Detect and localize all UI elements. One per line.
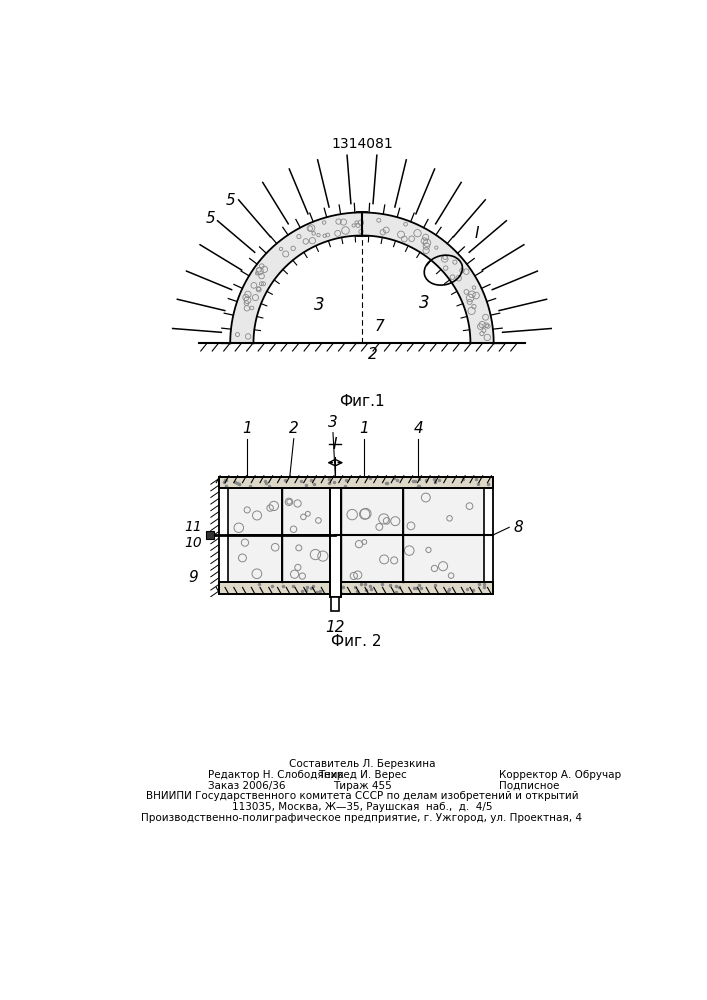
- Text: 4: 4: [414, 421, 423, 436]
- Bar: [403, 535, 484, 582]
- Bar: [341, 488, 403, 535]
- Text: 3: 3: [419, 294, 429, 312]
- Polygon shape: [230, 212, 493, 343]
- Text: Подписное: Подписное: [499, 781, 559, 791]
- Bar: [228, 535, 282, 582]
- Bar: [218, 477, 493, 488]
- Text: 5: 5: [206, 211, 216, 226]
- Text: 1314081: 1314081: [331, 137, 393, 151]
- Bar: [282, 488, 330, 535]
- Bar: [332, 597, 339, 611]
- Bar: [341, 535, 403, 582]
- Text: Фиг. 2: Фиг. 2: [330, 634, 381, 649]
- Bar: [282, 535, 330, 582]
- Text: Составитель Л. Березкина: Составитель Л. Березкина: [288, 759, 436, 769]
- Text: Заказ 2006/36: Заказ 2006/36: [209, 781, 286, 791]
- Text: 2: 2: [368, 347, 378, 362]
- Text: 9: 9: [188, 570, 198, 585]
- Text: Корректор А. Обручар: Корректор А. Обручар: [499, 770, 621, 780]
- Text: 3: 3: [328, 415, 338, 430]
- Text: Техред И. Верес: Техред И. Верес: [317, 770, 407, 780]
- Text: 11: 11: [184, 520, 202, 534]
- Text: ВНИИПИ Государственного комитета СССР по делам изобретений и открытий: ВНИИПИ Государственного комитета СССР по…: [146, 791, 578, 801]
- Text: 1: 1: [243, 421, 252, 436]
- Text: 10: 10: [184, 536, 202, 550]
- Text: 7: 7: [374, 319, 384, 334]
- Text: Фиг.1: Фиг.1: [339, 394, 385, 409]
- Text: 3: 3: [314, 296, 325, 314]
- Bar: [206, 531, 214, 539]
- Text: Редактор Н. Слободяник: Редактор Н. Слободяник: [209, 770, 344, 780]
- Text: 12: 12: [325, 620, 345, 636]
- Bar: [228, 488, 282, 535]
- Bar: [403, 488, 484, 535]
- Text: 1: 1: [359, 421, 369, 436]
- Text: I: I: [333, 437, 337, 452]
- Bar: [218, 582, 493, 594]
- Bar: [330, 488, 341, 597]
- Text: Тираж 455: Тираж 455: [332, 781, 392, 791]
- Text: 2: 2: [289, 421, 298, 436]
- Text: 5: 5: [226, 193, 235, 208]
- Text: 8: 8: [513, 520, 522, 535]
- Text: Производственно-полиграфическое предприятие, г. Ужгород, ул. Проектная, 4: Производственно-полиграфическое предприя…: [141, 813, 583, 823]
- Text: 113035, Москва, Ж—35, Раушская  наб.,  д.  4/5: 113035, Москва, Ж—35, Раушская наб., д. …: [232, 802, 492, 812]
- Text: I: I: [474, 226, 479, 241]
